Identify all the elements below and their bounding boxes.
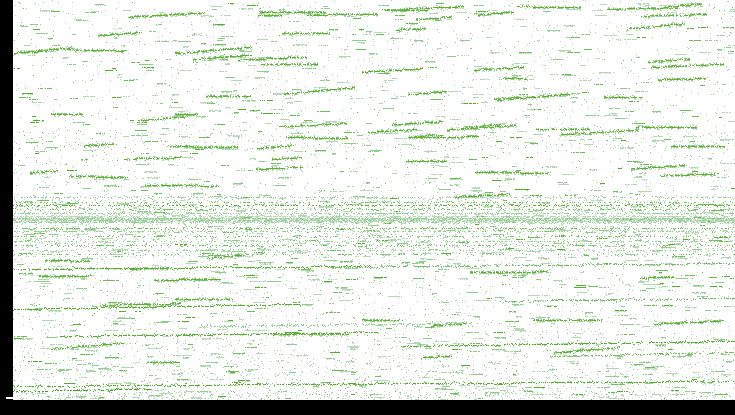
scatter-plot-canvas (13, 0, 735, 400)
y-axis-tick (6, 397, 13, 399)
y-axis-max-label: x.x.255.255 (0, 3, 1, 63)
x-axis-bar: 14:0114:0214:0314:0414:0514:0614:0714:08… (0, 400, 735, 415)
y-axis-min-label: x.x.0.0 (0, 363, 1, 397)
y-axis-bar: x.x.255.255 x.x.0.0 (0, 0, 13, 415)
